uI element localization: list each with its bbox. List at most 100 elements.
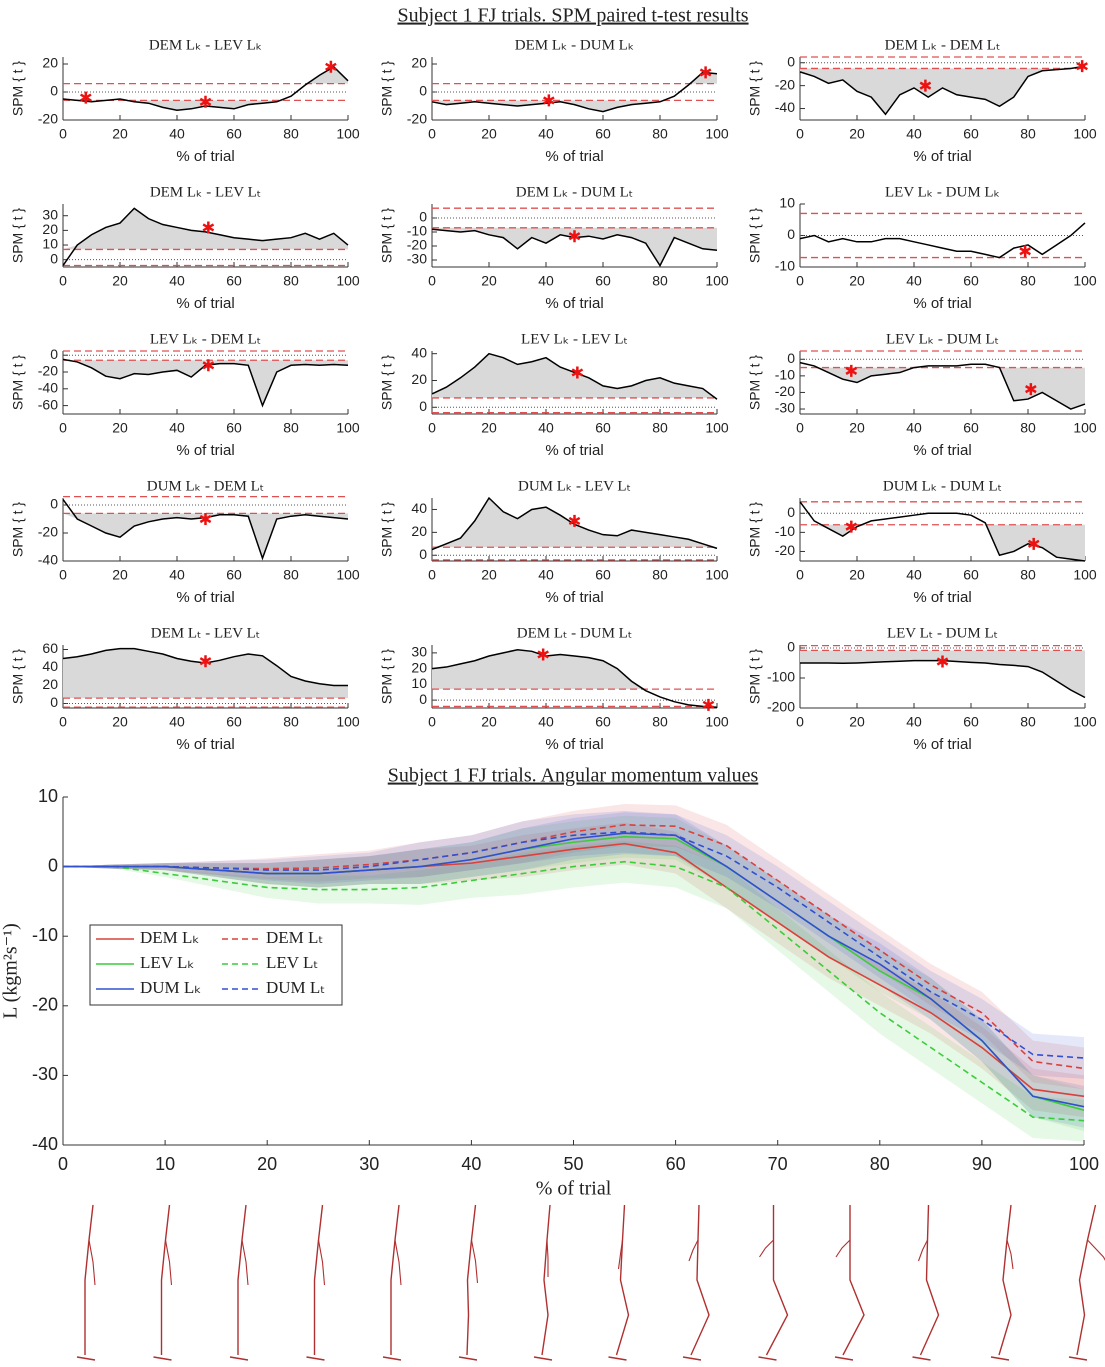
y-tick-label: 10 [42,236,58,252]
stick-figure [160,1204,171,1355]
stick-arm [617,1239,624,1270]
stick-arm [546,1239,549,1277]
x-tick-label: 20 [257,1154,277,1174]
significance-marker [699,66,712,79]
x-axis-label: % of trial [913,442,971,459]
spm-curve [799,222,1086,259]
y-tick-label: 40 [42,658,58,674]
significance-marker [543,94,555,107]
significance-shade [63,66,348,84]
significance-marker [919,79,932,92]
x-tick-label: 40 [538,420,554,436]
y-tick-label: 40 [411,500,427,516]
chart-title: DUM Lₖ - LEV Lₜ [518,478,631,494]
spm-curve [431,352,718,400]
x-tick-label: 40 [538,714,554,730]
significance-marker [199,513,212,525]
y-axis-label: SPM { t } [10,502,26,558]
spread-band [63,815,1084,1132]
x-tick-label: 100 [1069,1154,1099,1174]
y-axis-label: SPM { t } [747,355,763,411]
significance-marker [568,230,581,243]
stick-foot [382,1356,402,1361]
y-tick-label: -10 [775,258,795,274]
stick-figure [390,1204,400,1355]
significance-marker [568,514,581,527]
stick-arm [1006,1239,1014,1270]
x-tick-label: 80 [652,273,668,289]
chart-title: DEM Lₖ - LEV Lₜ [150,184,261,200]
x-tick-label: 40 [169,567,185,583]
chart-title: LEV Lₖ - LEV Lₜ [521,331,628,347]
stick-figure [541,1204,551,1356]
x-tick-label: 0 [428,567,436,583]
stick-arm [394,1239,402,1286]
y-tick-label: 0 [419,398,427,414]
x-tick-label: 20 [112,420,128,436]
x-tick-label: 60 [595,273,611,289]
significance-shade [432,649,717,690]
legend-label: LEV Lₜ [266,953,318,972]
x-tick-label: 90 [972,1154,992,1174]
y-tick-label: 60 [42,640,58,656]
series-line [63,860,1085,1122]
stick-figure [842,1205,865,1356]
x-tick-label: 60 [963,273,979,289]
y-tick-label: 0 [50,346,58,362]
y-tick-label: 0 [50,496,58,512]
y-tick-label: 0 [787,350,795,366]
x-tick-label: 40 [461,1154,481,1174]
y-tick-label: 0 [419,691,427,707]
significance-marker [1076,60,1088,73]
y-axis-label: SPM { t } [10,355,26,411]
x-tick-label: 0 [796,420,804,436]
y-tick-label: -40 [32,1134,58,1154]
x-tick-label: 40 [906,420,922,436]
y-tick-label: 0 [48,855,58,875]
x-tick-label: 20 [481,420,497,436]
x-axis-label: % of trial [536,1178,612,1200]
y-tick-label: -20 [775,542,795,558]
significance-marker [845,364,858,377]
significance-shade [800,68,1085,115]
x-axis-label: % of trial [176,295,234,312]
y-axis-label: SPM { t } [379,208,395,264]
chart-title: LEV Lₜ - DUM Lₜ [887,625,998,641]
x-tick-label: 0 [428,420,436,436]
x-tick-label: 20 [481,714,497,730]
stick-figure [765,1205,789,1356]
spm-curve [62,207,349,266]
legend-label: LEV Lₖ [140,953,195,972]
y-tick-label: 0 [787,639,795,655]
y-tick-label: -10 [775,523,795,539]
y-tick-label: 0 [787,504,795,520]
x-tick-label: 100 [705,567,729,583]
section-title: Subject 1 FJ trials. SPM paired t-test r… [397,5,748,27]
spread-band [63,810,1084,1079]
y-axis-label: SPM { t } [10,649,26,705]
y-tick-label: -10 [407,223,427,239]
y-axis-label: SPM { t } [10,208,26,264]
stick-arm [470,1239,479,1284]
chart-title: LEV Lₖ - DUM Lₖ [885,184,1000,200]
stick-arm [164,1239,173,1286]
x-tick-label: 80 [1020,273,1036,289]
y-tick-label: 20 [42,221,58,237]
x-tick-label: 80 [652,567,668,583]
y-tick-label: 0 [419,83,427,99]
stick-figure [466,1204,477,1356]
x-tick-label: 40 [906,273,922,289]
x-tick-label: 60 [226,420,242,436]
x-tick-label: 60 [226,126,242,142]
x-axis-label: % of trial [913,295,971,312]
x-tick-label: 60 [595,714,611,730]
x-tick-label: 40 [906,126,922,142]
legend-label: DEM Lₖ [140,928,200,947]
x-tick-label: 20 [849,714,865,730]
x-tick-label: 80 [1020,420,1036,436]
x-tick-label: 80 [652,420,668,436]
x-tick-label: 80 [283,714,299,730]
x-tick-label: 50 [563,1154,583,1174]
x-tick-label: 0 [796,714,804,730]
